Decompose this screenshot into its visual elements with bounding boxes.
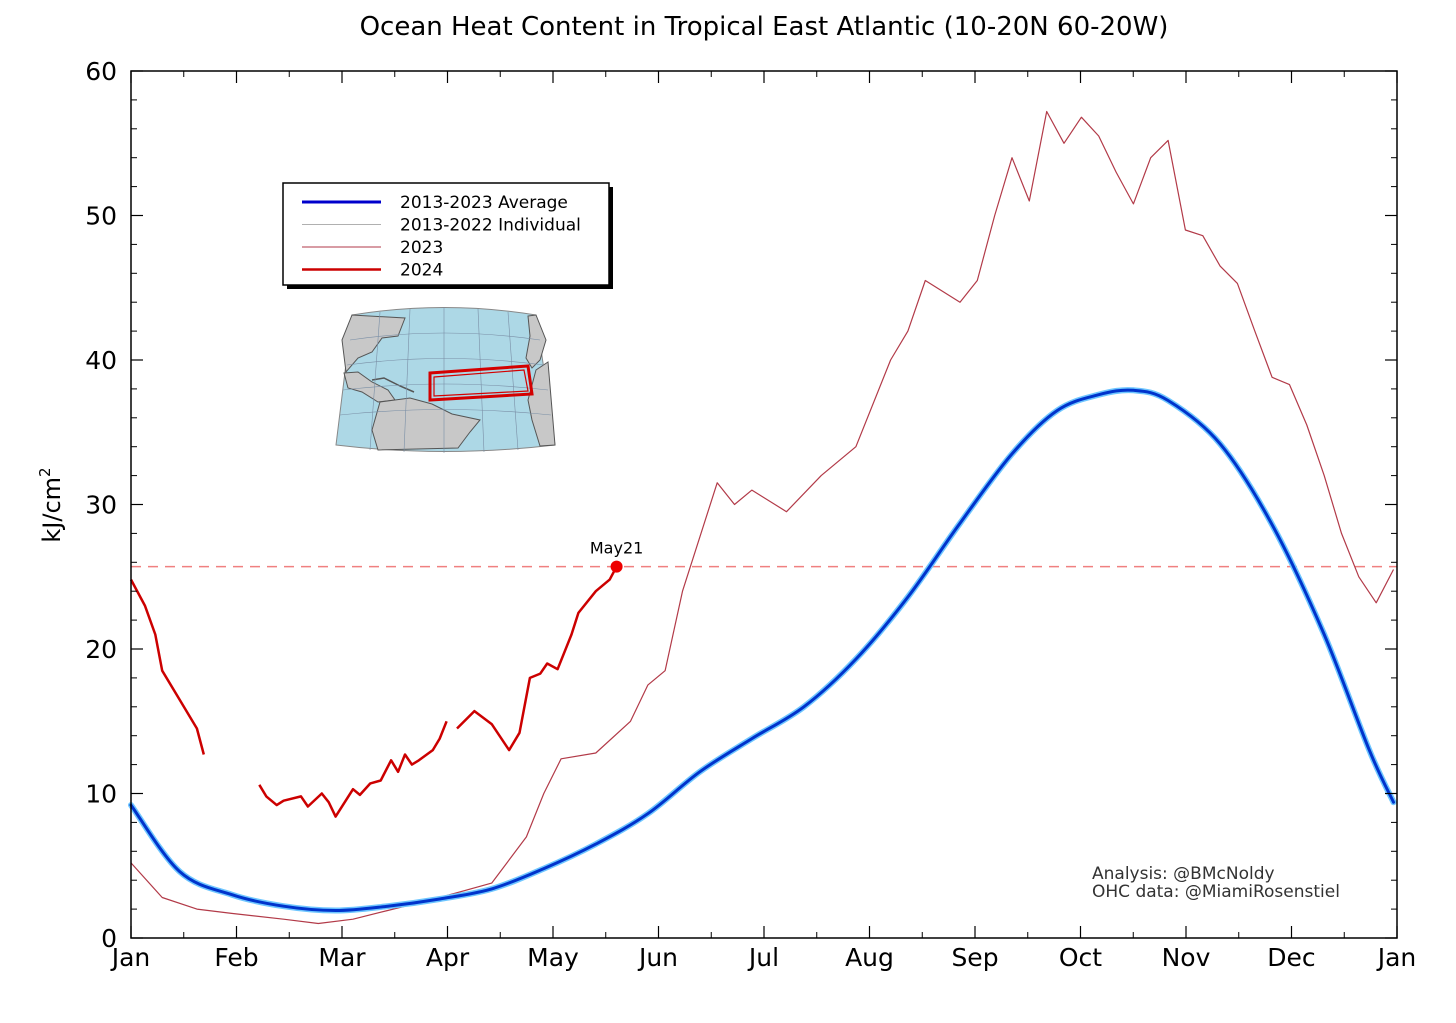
legend-label: 2023 <box>400 238 443 258</box>
latest-point-label: May21 <box>590 539 643 558</box>
map-south-america <box>371 397 481 451</box>
map-north-america <box>341 314 406 374</box>
series-2024-segment-2 <box>258 720 448 818</box>
x-tick-label: May <box>527 943 579 972</box>
y-tick-label: 60 <box>85 57 117 86</box>
x-tick-label: Mar <box>318 943 366 972</box>
series-average-line <box>129 388 1395 913</box>
y-axis-label-text: kJ/cm <box>38 477 66 543</box>
y-tick-label: 50 <box>85 202 117 231</box>
latest-point-marker <box>610 560 623 573</box>
series-2024-segment-1 <box>129 579 206 755</box>
region-map <box>335 307 556 453</box>
x-tick-label: Feb <box>214 943 258 972</box>
map-africa <box>527 361 556 447</box>
credit-ohc-data: OHC data: @MiamiRosenstiel <box>1092 882 1340 902</box>
x-tick-label: Jul <box>747 943 779 972</box>
credit-analysis: Analysis: @BMcNoldy <box>1092 864 1275 884</box>
map-caribbean-islands <box>371 377 415 393</box>
x-tick-label: Jun <box>637 943 678 972</box>
x-tick-label: Jan <box>110 943 151 972</box>
x-tick-label: Dec <box>1267 943 1315 972</box>
x-tick-label: Oct <box>1059 943 1102 972</box>
legend-label: 2024 <box>400 261 443 281</box>
legend-label: 2013-2022 Individual <box>400 216 581 236</box>
y-axis-label: kJ/cm2 <box>36 467 66 542</box>
x-tick-label: Nov <box>1162 943 1211 972</box>
series-2024-segment-3 <box>456 566 618 752</box>
y-tick-label: 0 <box>101 924 117 953</box>
series-2023-line <box>130 110 1395 925</box>
y-tick-label: 30 <box>85 491 117 520</box>
x-tick-label: Apr <box>426 943 470 972</box>
y-axis-label-superscript: 2 <box>36 467 54 477</box>
legend-box <box>282 182 610 286</box>
y-tick-label: 10 <box>85 780 117 809</box>
y-tick-label: 20 <box>85 635 117 664</box>
map-region-box <box>428 364 534 402</box>
chart-title: Ocean Heat Content in Tropical East Atla… <box>360 12 1169 42</box>
x-tick-label: Aug <box>845 943 894 972</box>
y-tick-label: 40 <box>85 346 117 375</box>
legend-label: 2013-2023 Average <box>400 193 568 213</box>
map-region-box-inner <box>433 369 529 397</box>
map-graticule <box>339 307 552 453</box>
x-tick-label: Sep <box>951 943 998 972</box>
x-tick-label: Jan <box>1376 943 1417 972</box>
